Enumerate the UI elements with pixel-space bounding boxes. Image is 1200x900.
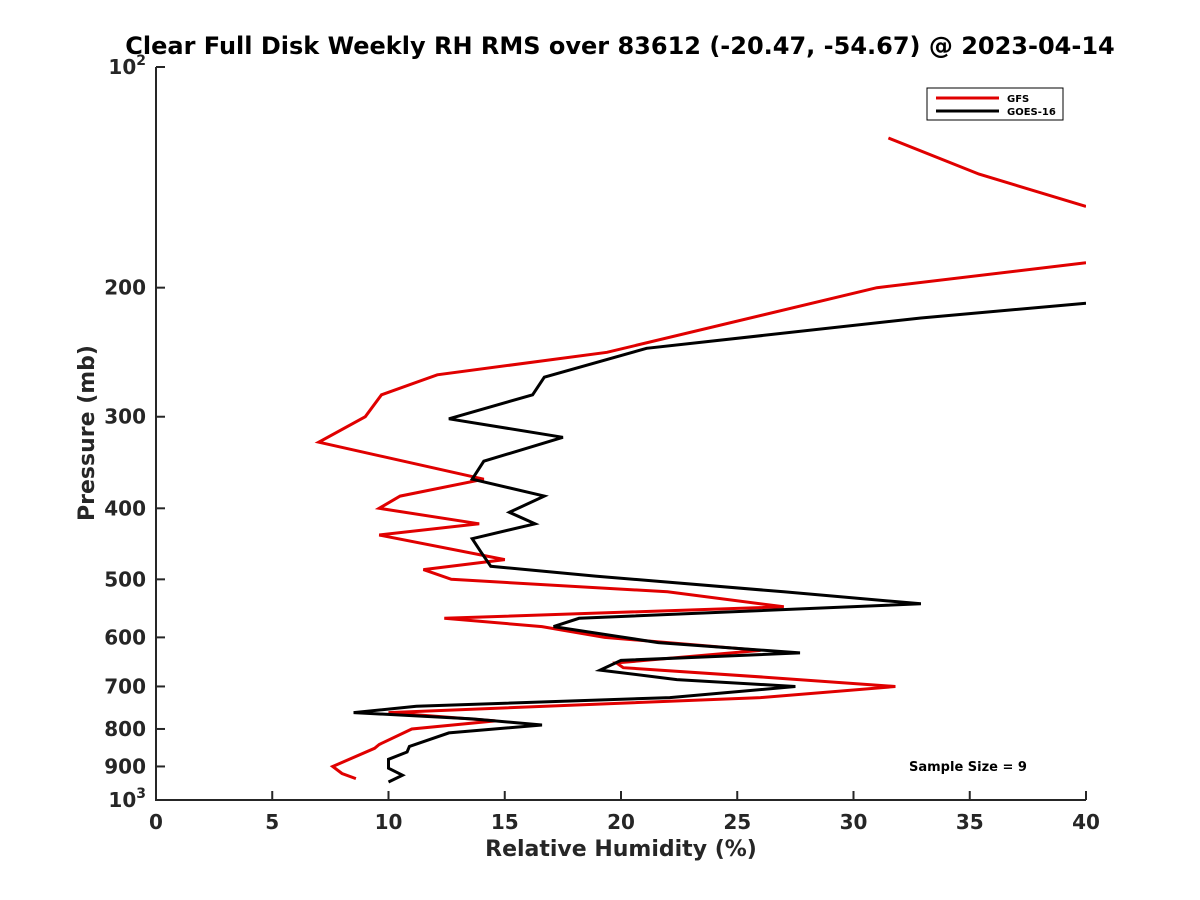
legend-box [926,87,1064,121]
y-tick-label: 300 [104,405,146,429]
sample-size-annotation: Sample Size = 9 [909,760,1027,775]
y-tick-label: 400 [104,496,146,520]
legend: GFS GOES-16 [926,87,1064,121]
x-tick-label: 30 [840,810,868,834]
y-tick-label: 600 [104,625,146,649]
y-tick-label: 800 [104,717,146,741]
axis-frame [155,67,1086,801]
x-tick-label: 10 [375,810,403,834]
series-layer [314,136,1086,784]
series-line [353,301,1086,784]
series-goes-16 [353,301,1086,784]
series-line [314,261,1086,781]
x-tick-label: 20 [607,810,635,834]
y-tick-label: 102 [108,53,146,79]
x-tick-label: 0 [149,810,163,834]
x-tick-label: 5 [265,810,279,834]
legend-label: GFS [1007,94,1029,105]
x-tick-label: 15 [491,810,519,834]
x-tick-label: 40 [1072,810,1100,834]
legend-label: GOES-16 [1007,107,1056,118]
series-gfs [314,136,1086,781]
y-tick-label: 700 [104,674,146,698]
chart-title: Clear Full Disk Weekly RH RMS over 83612… [125,32,1114,60]
y-axis-label: Pressure (mb) [75,345,100,521]
y-tick-label: 500 [104,567,146,591]
y-tick-label: 900 [104,754,146,778]
y-tick-label: 103 [108,786,146,812]
series-line [887,136,1086,208]
axes: 0 5 10 15 20 25 30 35 40 102 200 300 400 500 600 700 800… [104,53,1100,834]
y-tick-label: 200 [104,276,146,300]
x-tick-label: 25 [723,810,751,834]
x-axis-label: Relative Humidity (%) [485,837,757,862]
x-tick-label: 35 [956,810,984,834]
